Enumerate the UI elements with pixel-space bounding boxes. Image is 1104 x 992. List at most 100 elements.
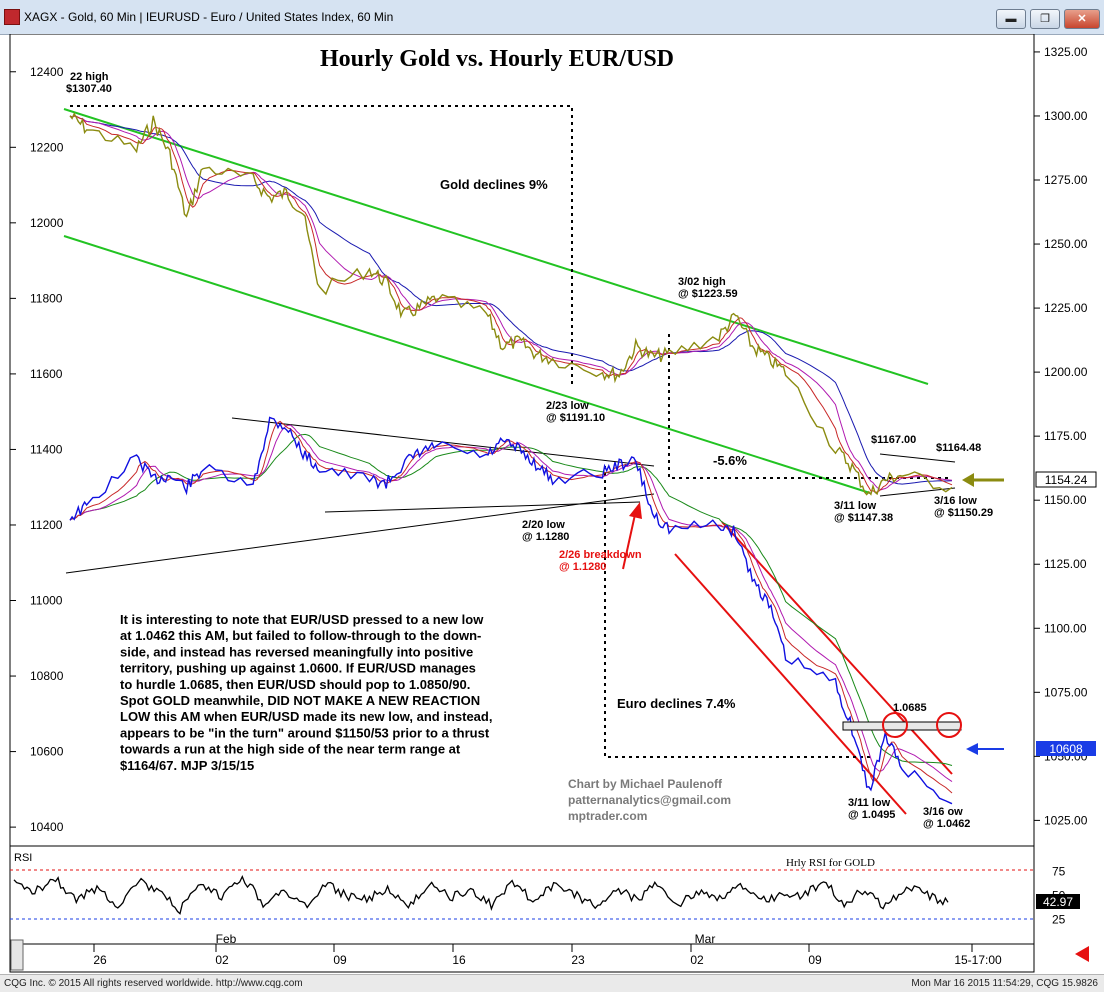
x-axis-strip — [9, 943, 1035, 973]
gold-last-price-box — [1035, 471, 1097, 488]
right-tick-label: 1175.00 — [1044, 429, 1087, 443]
scroll-right-arrow[interactable] — [1075, 946, 1089, 962]
rsi-last-box — [1036, 894, 1080, 909]
annotations: 22 high $1307.40 Gold declines 9% 2/23 l… — [66, 71, 993, 830]
low-311g-label-2: @ $1147.38 — [834, 512, 893, 524]
left-tick-label: 11200 — [30, 518, 63, 532]
gold-ma-line — [69, 115, 953, 485]
gold-116448-label: $1164.48 — [936, 442, 981, 454]
right-tick-label: 1225.00 — [1044, 301, 1088, 315]
x-month-label: Feb — [216, 932, 237, 946]
left-tick-label: 12000 — [30, 216, 64, 230]
gold-price-line — [69, 112, 953, 496]
right-tick-label: 1300.00 — [1044, 109, 1088, 123]
x-tick-label: 23 — [571, 953, 585, 967]
x-tick-label: 09 — [808, 953, 822, 967]
left-tick-label: 11400 — [30, 442, 63, 456]
commentary-line: to hurdle 1.0685, then EUR/USD should po… — [120, 677, 470, 692]
left-tick-label: 12200 — [30, 140, 64, 154]
chart-title: Hourly Gold vs. Hourly EUR/USD — [320, 46, 674, 72]
eur-decline-bracket — [604, 466, 874, 758]
window-titlebar: XAGX - Gold, 60 Min | IEURUSD - Euro / U… — [0, 0, 1104, 35]
gold-1167-label: $1167.00 — [871, 434, 916, 446]
rsi-tick-label: 25 — [1052, 913, 1066, 927]
commentary-line: territory, pushing up against 1.0600. If… — [120, 661, 476, 676]
eur-triangle-base — [324, 501, 641, 513]
low-223-label-2: @ $1191.10 — [546, 412, 605, 424]
euro-declines-label: Euro declines 7.4% — [617, 696, 736, 711]
high-label-1: 22 high — [70, 71, 109, 83]
x-axis: 26 02 09 16 23 02 09 15-17:00 Feb Mar — [93, 932, 1002, 967]
right-tick-label: 1125.00 — [1044, 557, 1087, 571]
minimize-button[interactable]: ▬ — [996, 9, 1026, 29]
status-bar: CQG Inc. © 2015 All rights reserved worl… — [0, 974, 1104, 992]
high-302-label-1: 3/02 high — [678, 276, 726, 288]
eur-last-price: 10608 — [1049, 742, 1083, 756]
commentary-line: $1164/67. MJP 3/15/15 — [120, 758, 254, 773]
low-316e-label-1: 3/16 ow — [923, 806, 963, 818]
low-220-label-1: 2/20 low — [522, 519, 565, 531]
low-316g-label-2: @ $1150.29 — [934, 507, 993, 519]
x-month-label: Mar — [695, 932, 716, 946]
breakdown-label-2: @ 1.1280 — [559, 561, 606, 573]
gold-channel-lower — [63, 235, 871, 494]
commentary-line: LOW this AM when EUR/USD made its new lo… — [120, 709, 492, 724]
low-220-label-2: @ 1.1280 — [522, 531, 569, 543]
eur-ma-line — [69, 433, 953, 766]
commentary-line: It is interesting to note that EUR/USD p… — [120, 612, 484, 627]
right-tick-label: 1275.00 — [1044, 173, 1088, 187]
close-button[interactable]: ✕ — [1064, 9, 1100, 29]
commentary-line: appears to be "in the turn" around $1150… — [120, 725, 490, 740]
window-title: XAGX - Gold, 60 Min | IEURUSD - Euro / U… — [24, 10, 394, 24]
gold-last-price: 1154.24 — [1045, 473, 1088, 487]
commentary-line: at 1.0462 this AM, but failed to follow-… — [120, 628, 481, 643]
x-tick-label: 26 — [93, 953, 107, 967]
breakdown-arrow — [622, 502, 642, 570]
eur-channel-lower — [674, 553, 907, 815]
gold-triangle-upper — [879, 453, 956, 463]
left-tick-label: 11000 — [30, 594, 63, 608]
left-tick-label: 11600 — [30, 367, 63, 381]
rsi-line — [13, 874, 949, 915]
left-tick-label: 10400 — [30, 820, 64, 834]
low-316e-label-2: @ 1.0462 — [923, 818, 970, 830]
eur-channel-upper — [721, 521, 953, 775]
credit-line-1: Chart by Michael Paulenoff — [568, 777, 723, 791]
eur-ma-line — [69, 420, 953, 794]
high-302-label-2: @ $1223.59 — [678, 288, 738, 300]
low-223-label-1: 2/23 low — [546, 400, 589, 412]
right-tick-label: 1325.00 — [1044, 45, 1088, 59]
low-311e-label-2: @ 1.0495 — [848, 809, 895, 821]
right-axis: 1325.00 1300.00 1275.00 1250.00 1225.00 1200.… — [1034, 45, 1088, 827]
rsi-series-label: Hrly RSI for GOLD — [786, 857, 875, 869]
left-tick-label: 12400 — [30, 65, 64, 79]
right-tick-label: 1025.00 — [1044, 813, 1088, 827]
scrollbar-thumb[interactable] — [10, 939, 24, 971]
left-tick-label: 11800 — [30, 291, 63, 305]
eur-10685-label: 1.0685 — [893, 702, 927, 714]
gold-price-arrow — [962, 473, 1004, 487]
eur-price-line — [69, 416, 953, 805]
right-tick-label: 1150.00 — [1044, 493, 1087, 507]
x-tick-label: 02 — [215, 953, 229, 967]
commentary-line: towards a run at the high side of the ne… — [120, 742, 461, 757]
x-tick-label: 16 — [452, 953, 466, 967]
gold-declines-label: Gold declines 9% — [440, 177, 548, 192]
eur-triangle-lower — [65, 493, 655, 574]
rsi-plot-frame — [9, 845, 1035, 945]
x-tick-label: 15-17:00 — [954, 953, 1002, 967]
eur-last-price-box — [1036, 741, 1096, 756]
rsi-last-value: 42.97 — [1043, 895, 1073, 909]
commentary-text: It is interesting to note that EUR/USD p… — [120, 612, 492, 773]
commentary-line: Spot GOLD meanwhile, DID NOT MAKE A NEW … — [120, 693, 480, 708]
left-axis: 12400 12200 12000 11800 11600 11400 11200 11000… — [10, 65, 64, 834]
rsi-tick-label: 75 — [1052, 864, 1066, 878]
app-icon — [4, 9, 20, 25]
x-tick-label: 02 — [690, 953, 704, 967]
status-copyright: CQG Inc. © 2015 All rights reserved worl… — [4, 978, 303, 989]
credit-line-3: mptrader.com — [568, 809, 647, 823]
high-label-2: $1307.40 — [66, 83, 112, 95]
restore-button[interactable]: ❐ — [1030, 9, 1060, 29]
resistance-circle-2 — [936, 712, 962, 738]
low-311e-label-1: 3/11 low — [848, 797, 891, 809]
